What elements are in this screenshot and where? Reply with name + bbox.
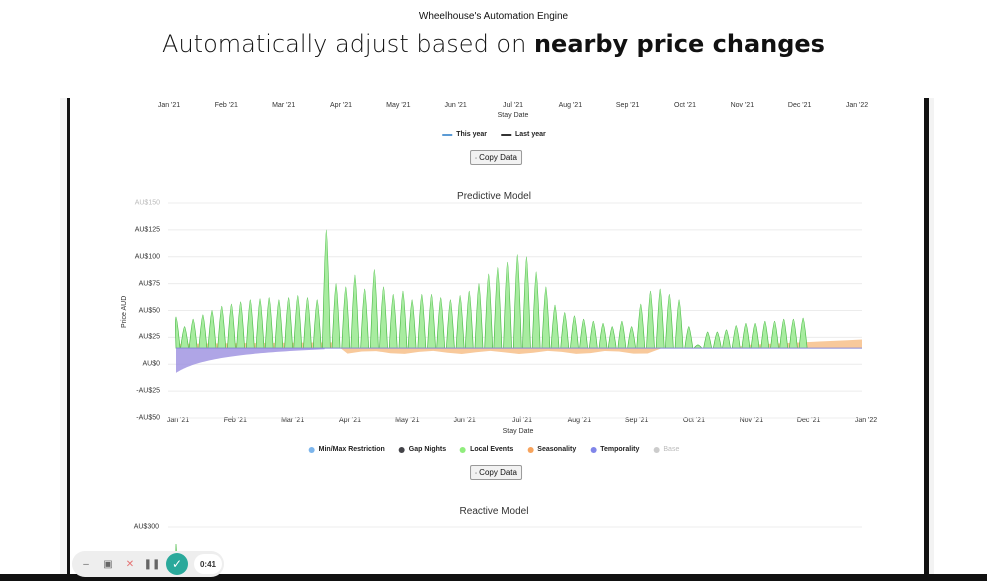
predictive-y-tick: AU$25 (138, 333, 160, 341)
predictive-x-tick: Oct '21 (683, 417, 705, 424)
top-x-tick: Jan '21 (157, 102, 181, 109)
legend-item[interactable]: Min/Max Restriction (308, 446, 385, 453)
predictive-x-tick: Jun '21 (453, 417, 476, 424)
top-x-tick: May '21 (386, 102, 411, 109)
top-x-tick: Dec '21 (787, 102, 812, 109)
legend-label: Temporality (600, 446, 640, 453)
predictive-copy-button[interactable]: ▫ Copy Data (470, 465, 522, 480)
legend-item[interactable]: Base (653, 446, 679, 453)
top-x-tick: Mar '21 (272, 102, 296, 109)
recording-timer: 0:41 (194, 554, 222, 574)
screen-icon[interactable]: ▣ (103, 558, 113, 570)
legend-marker-icon (308, 446, 315, 453)
recording-controls: – ▣ ✕ ❚❚ ✓ 0:41 (72, 551, 224, 577)
predictive-x-tick: Aug '21 (567, 417, 592, 424)
predictive-y-tick: AU$50 (138, 307, 160, 314)
predictive-y-tick: -AU$50 (136, 414, 160, 422)
legend-marker-icon (501, 133, 511, 136)
top-x-tick: Jun '21 (444, 102, 467, 109)
predictive-x-tick: Apr '21 (339, 417, 361, 424)
legend-item[interactable]: This year (442, 131, 487, 138)
predictive-y-tick: AU$125 (134, 226, 160, 234)
top-x-tick: Feb '21 (214, 102, 238, 109)
pause-icon[interactable]: ❚❚ (143, 558, 161, 570)
predictive-x-tick: Jul '21 (511, 417, 533, 424)
top-copy-button[interactable]: ▫ Copy Data (470, 150, 522, 165)
predictive-chart-legend: Min/Max Restriction Gap Nights Local Event… (308, 446, 679, 453)
top-x-tick: Jan '22 (845, 102, 869, 109)
check-icon[interactable]: ✓ (166, 553, 188, 575)
legend-item[interactable]: Local Events (460, 446, 513, 453)
legend-label: Min/Max Restriction (318, 446, 385, 453)
predictive-x-tick: May '21 (395, 417, 420, 424)
headline-emphasis: nearby price changes (533, 30, 825, 58)
copy-icon: ▫ (475, 471, 478, 477)
legend-item[interactable]: Seasonality (527, 446, 576, 453)
page-headline: Automatically adjust based on nearby pri… (162, 30, 825, 58)
top-x-tick: Nov '21 (730, 102, 755, 109)
predictive-y-tick: -AU$25 (136, 387, 160, 395)
legend-item[interactable]: Last year (501, 131, 546, 138)
top-x-tick: Oct '21 (674, 102, 696, 109)
legend-label: This year (456, 131, 487, 138)
legend-marker-icon (653, 446, 660, 453)
predictive-x-tick: Mar '21 (281, 417, 305, 424)
legend-marker-icon (527, 446, 534, 453)
top-chart-legend: This year Last year (442, 131, 546, 138)
predictive-y-tick: AU$150 (134, 199, 160, 207)
predictive-y-tick: AU$0 (142, 360, 160, 368)
top-x-tick: Apr '21 (330, 102, 352, 109)
minus-icon[interactable]: – (83, 558, 89, 570)
page-eyebrow: Wheelhouse's Automation Engine (418, 11, 569, 22)
predictive-x-tick: Jan '22 (854, 417, 878, 424)
legend-item[interactable]: Temporality (590, 446, 639, 453)
legend-label: Last year (515, 131, 546, 138)
legend-label: Local Events (470, 446, 514, 453)
legend-marker-icon (442, 133, 453, 136)
legend-label: Seasonality (537, 446, 577, 453)
top-x-tick: Jul '21 (502, 102, 524, 109)
top-chart-xlabel: Stay Date (497, 112, 529, 119)
legend-label: Gap Nights (408, 446, 447, 453)
legend-item[interactable]: Gap Nights (398, 446, 447, 453)
predictive-chart-title: Predictive Model (457, 191, 531, 202)
predictive-x-tick: Nov '21 (739, 417, 764, 424)
predictive-x-tick: Jan '21 (166, 417, 190, 424)
predictive-y-tick: AU$75 (138, 280, 160, 288)
bottom-black-bar (0, 574, 987, 581)
legend-marker-icon (398, 446, 405, 453)
top-x-tick: Aug '21 (558, 102, 583, 109)
copy-icon: ▫ (475, 156, 478, 162)
legend-marker-icon (460, 446, 467, 453)
reactive-chart-title: Reactive Model (459, 506, 529, 517)
predictive-y-tick: AU$100 (134, 253, 160, 261)
reactive-y-tick: AU$300 (133, 523, 159, 531)
top-x-tick: Sep '21 (615, 102, 640, 109)
legend-marker-icon (590, 446, 597, 453)
close-icon[interactable]: ✕ (125, 558, 135, 570)
predictive-chart-xlabel: Stay Date (502, 428, 534, 435)
predictive-chart-ylabel: Price AUD (121, 295, 128, 328)
predictive-x-tick: Dec '21 (796, 417, 821, 424)
legend-label: Base (663, 446, 680, 453)
predictive-x-tick: Sep '21 (624, 417, 649, 424)
predictive-x-tick: Feb '21 (223, 417, 247, 424)
